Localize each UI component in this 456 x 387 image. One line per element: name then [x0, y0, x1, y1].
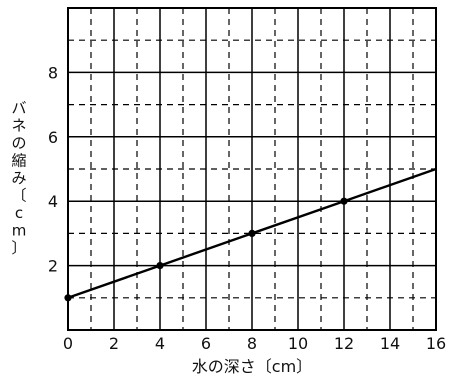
x-tick-label: 14 [380, 334, 400, 353]
data-point [248, 229, 256, 237]
x-tick-label: 8 [247, 334, 257, 353]
minor-grid [68, 8, 436, 330]
x-axis-ticks: 0 2 4 6 8 10 12 14 16 [63, 334, 446, 353]
data-point [340, 197, 348, 205]
y-axis-label-char: み [11, 169, 26, 187]
x-tick-label: 16 [426, 334, 446, 353]
y-axis-label-char: c [15, 204, 23, 222]
x-tick-label: 0 [63, 334, 73, 353]
y-axis-ticks: 2 4 6 8 [48, 63, 58, 275]
data-point [156, 262, 164, 270]
x-tick-label: 10 [288, 334, 308, 353]
data-point [64, 294, 72, 302]
series-layer [64, 167, 437, 302]
y-axis-label-char: バ [11, 99, 26, 117]
y-axis-label-char: 〕 [11, 239, 26, 257]
x-tick-label: 4 [155, 334, 165, 353]
x-axis-label: 水の深さ〔cm〕 [192, 357, 312, 376]
y-tick-label: 2 [48, 257, 58, 276]
x-tick-label: 6 [201, 334, 211, 353]
y-tick-label: 6 [48, 128, 58, 147]
x-tick-label: 12 [334, 334, 354, 353]
y-tick-label: 8 [48, 63, 58, 82]
x-tick-label: 2 [109, 334, 119, 353]
y-axis-label-char: ネ [11, 117, 26, 135]
y-tick-label: 4 [48, 192, 58, 211]
y-axis-label-char: の [11, 134, 26, 152]
major-grid [68, 8, 436, 330]
y-axis-label-char: 縮 [11, 152, 26, 170]
y-axis-label-char: m [12, 222, 27, 240]
y-axis-label-char: 〔 [11, 187, 26, 205]
